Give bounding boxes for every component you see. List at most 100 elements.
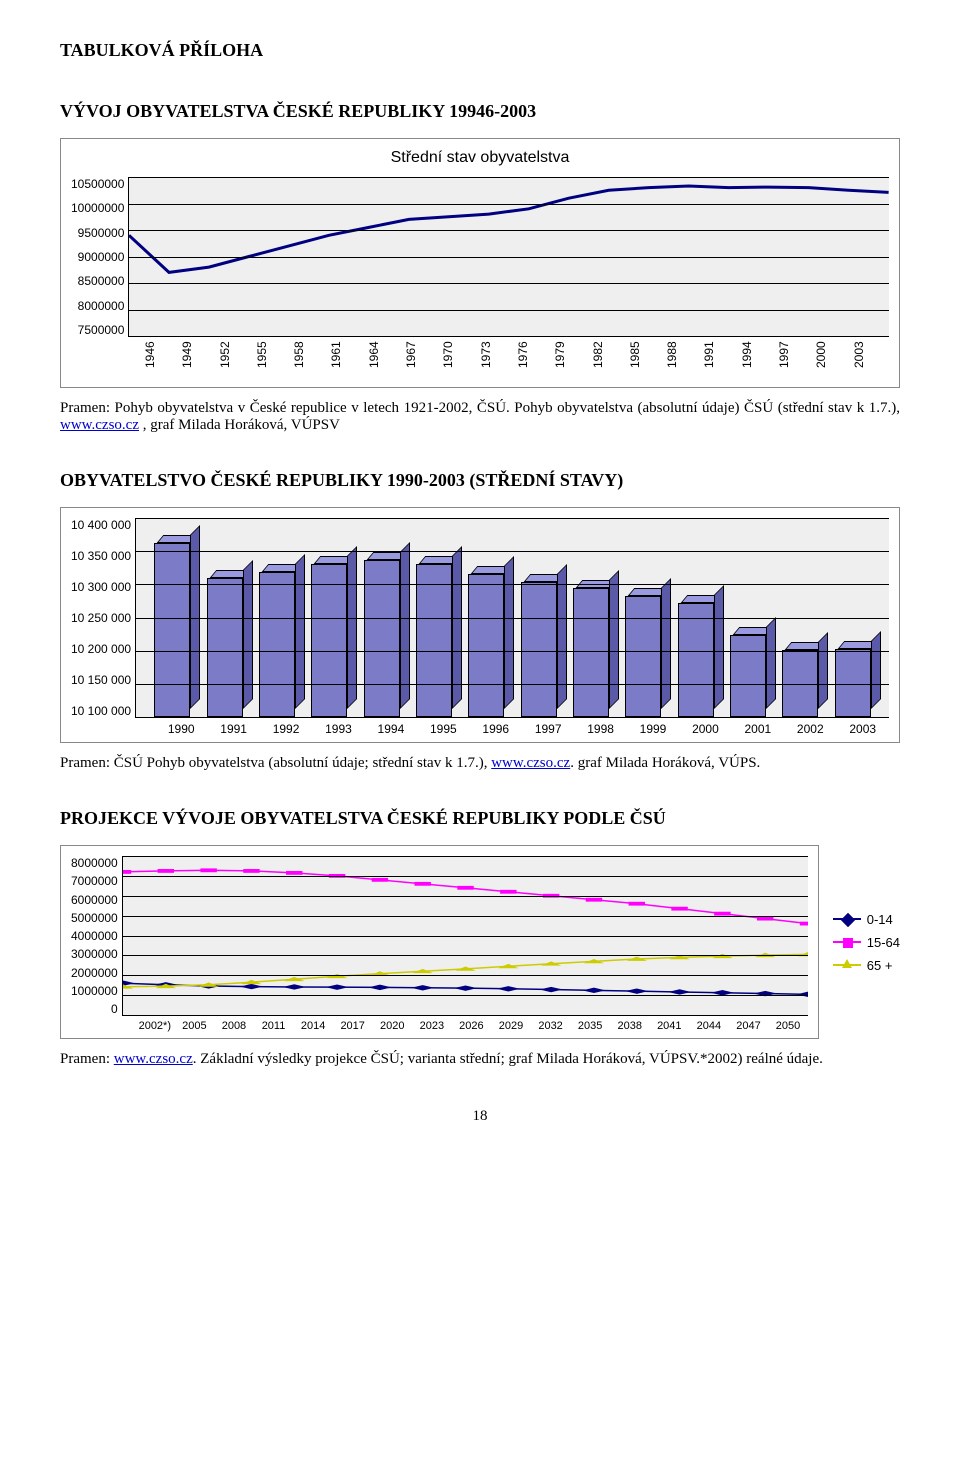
page-title: TABULKOVÁ PŘÍLOHA: [60, 40, 900, 61]
x-tick: 1988: [665, 341, 702, 381]
bar: [678, 603, 714, 717]
y-tick: 9000000: [71, 250, 124, 264]
x-tick: 2014: [293, 1020, 333, 1032]
chart1-x-axis: 1946194919521955195819611964196719701973…: [143, 341, 889, 381]
y-tick: 10 300 000: [71, 580, 131, 594]
x-tick: 2003: [852, 341, 889, 381]
chart3-source-suffix: . Základní výsledky projekce ČSÚ; varian…: [193, 1051, 823, 1067]
y-tick: 8500000: [71, 274, 124, 288]
x-tick: 2044: [689, 1020, 729, 1032]
x-tick: 2047: [729, 1020, 769, 1032]
x-tick: 2035: [570, 1020, 610, 1032]
x-tick: 1993: [312, 722, 364, 736]
chart1-source: Pramen: Pohyb obyvatelstva v České repub…: [60, 400, 900, 434]
chart2-plot-area: [135, 518, 889, 718]
bar: [416, 564, 452, 717]
chart1-source-suffix: , graf Milada Horáková, VÚPSV: [139, 417, 340, 433]
y-tick: 8000000: [71, 299, 124, 313]
x-tick: 2026: [452, 1020, 492, 1032]
chart3-container: 8000000700000060000005000000400000030000…: [60, 845, 819, 1039]
chart2-heading: OBYVATELSTVO ČESKÉ REPUBLIKY 1990-2003 (…: [60, 470, 900, 491]
chart1-container: Střední stav obyvatelstva 10500000100000…: [60, 138, 900, 388]
gridline: [123, 916, 808, 917]
x-tick: 2003: [836, 722, 888, 736]
x-tick: 1976: [516, 341, 553, 381]
y-tick: 10 250 000: [71, 611, 131, 625]
gridline: [129, 177, 889, 178]
legend-label: 0-14: [867, 912, 893, 927]
x-tick: 1996: [470, 722, 522, 736]
x-tick: 1946: [143, 341, 180, 381]
x-tick: 2038: [610, 1020, 650, 1032]
gridline: [136, 651, 889, 652]
x-tick: 2050: [768, 1020, 808, 1032]
chart3-source: Pramen: www.czso.cz. Základní výsledky p…: [60, 1051, 900, 1068]
gridline: [129, 204, 889, 205]
chart2-source-suffix: . graf Milada Horáková, VÚPS.: [570, 755, 760, 771]
bar: [259, 572, 295, 717]
y-tick: 10 100 000: [71, 704, 131, 718]
chart1-plot-area: [128, 177, 889, 337]
y-tick: 2000000: [71, 966, 118, 980]
x-tick: 2001: [732, 722, 784, 736]
gridline: [123, 1015, 808, 1016]
x-tick: 1997: [522, 722, 574, 736]
x-tick: 2041: [650, 1020, 690, 1032]
chart3-source-link[interactable]: www.czso.cz: [114, 1051, 193, 1067]
chart3-plot-area: [122, 856, 808, 1016]
x-tick: 2002: [784, 722, 836, 736]
x-tick: 1991: [207, 722, 259, 736]
x-tick: 1995: [417, 722, 469, 736]
x-tick: 1994: [365, 722, 417, 736]
x-tick: 2005: [175, 1020, 215, 1032]
bar: [625, 596, 661, 717]
y-tick: 10000000: [71, 201, 124, 215]
gridline: [129, 257, 889, 258]
bar: [573, 588, 609, 717]
gridline: [136, 518, 889, 519]
y-tick: 8000000: [71, 856, 118, 870]
gridline: [129, 283, 889, 284]
x-tick: 2000: [679, 722, 731, 736]
chart1-y-axis: 1050000010000000950000090000008500000800…: [71, 177, 128, 337]
gridline: [123, 995, 808, 996]
gridline: [123, 936, 808, 937]
y-tick: 10 350 000: [71, 549, 131, 563]
chart3-y-axis: 8000000700000060000005000000400000030000…: [71, 856, 122, 1016]
x-tick: 2023: [412, 1020, 452, 1032]
x-tick: 1992: [260, 722, 312, 736]
y-tick: 7000000: [71, 874, 118, 888]
gridline: [136, 717, 889, 718]
x-tick: 1958: [292, 341, 329, 381]
chart2-source-link[interactable]: www.czso.cz: [491, 755, 570, 771]
x-tick: 1949: [180, 341, 217, 381]
chart1-heading: VÝVOJ OBYVATELSTVA ČESKÉ REPUBLIKY 19946…: [60, 101, 900, 122]
x-tick: 1994: [740, 341, 777, 381]
legend-item: 0-14: [833, 912, 900, 927]
x-tick: 1973: [479, 341, 516, 381]
gridline: [129, 310, 889, 311]
legend-label: 65 +: [867, 958, 893, 973]
x-tick: 1961: [329, 341, 366, 381]
x-tick: 1991: [702, 341, 739, 381]
gridline: [129, 230, 889, 231]
gridline: [123, 876, 808, 877]
x-tick: 1982: [591, 341, 628, 381]
y-tick: 10 200 000: [71, 642, 131, 656]
x-tick: 1979: [553, 341, 590, 381]
chart3-legend: 0-1415-6465 +: [819, 845, 900, 1039]
x-tick: 2008: [214, 1020, 254, 1032]
chart3-source-prefix: Pramen:: [60, 1051, 114, 1067]
gridline: [123, 896, 808, 897]
bar: [154, 543, 190, 717]
chart2-container: 10 400 000 10 350 000 10 300 000 10 250 000…: [60, 507, 900, 743]
y-tick: 10 400 000: [71, 518, 131, 532]
x-tick: 2000: [814, 341, 851, 381]
legend-item: 65 +: [833, 958, 900, 973]
x-tick: 1967: [404, 341, 441, 381]
chart1-source-link[interactable]: www.czso.cz: [60, 417, 139, 433]
y-tick: 3000000: [71, 947, 118, 961]
gridline: [136, 618, 889, 619]
x-tick: 1964: [367, 341, 404, 381]
x-tick: 2017: [333, 1020, 373, 1032]
